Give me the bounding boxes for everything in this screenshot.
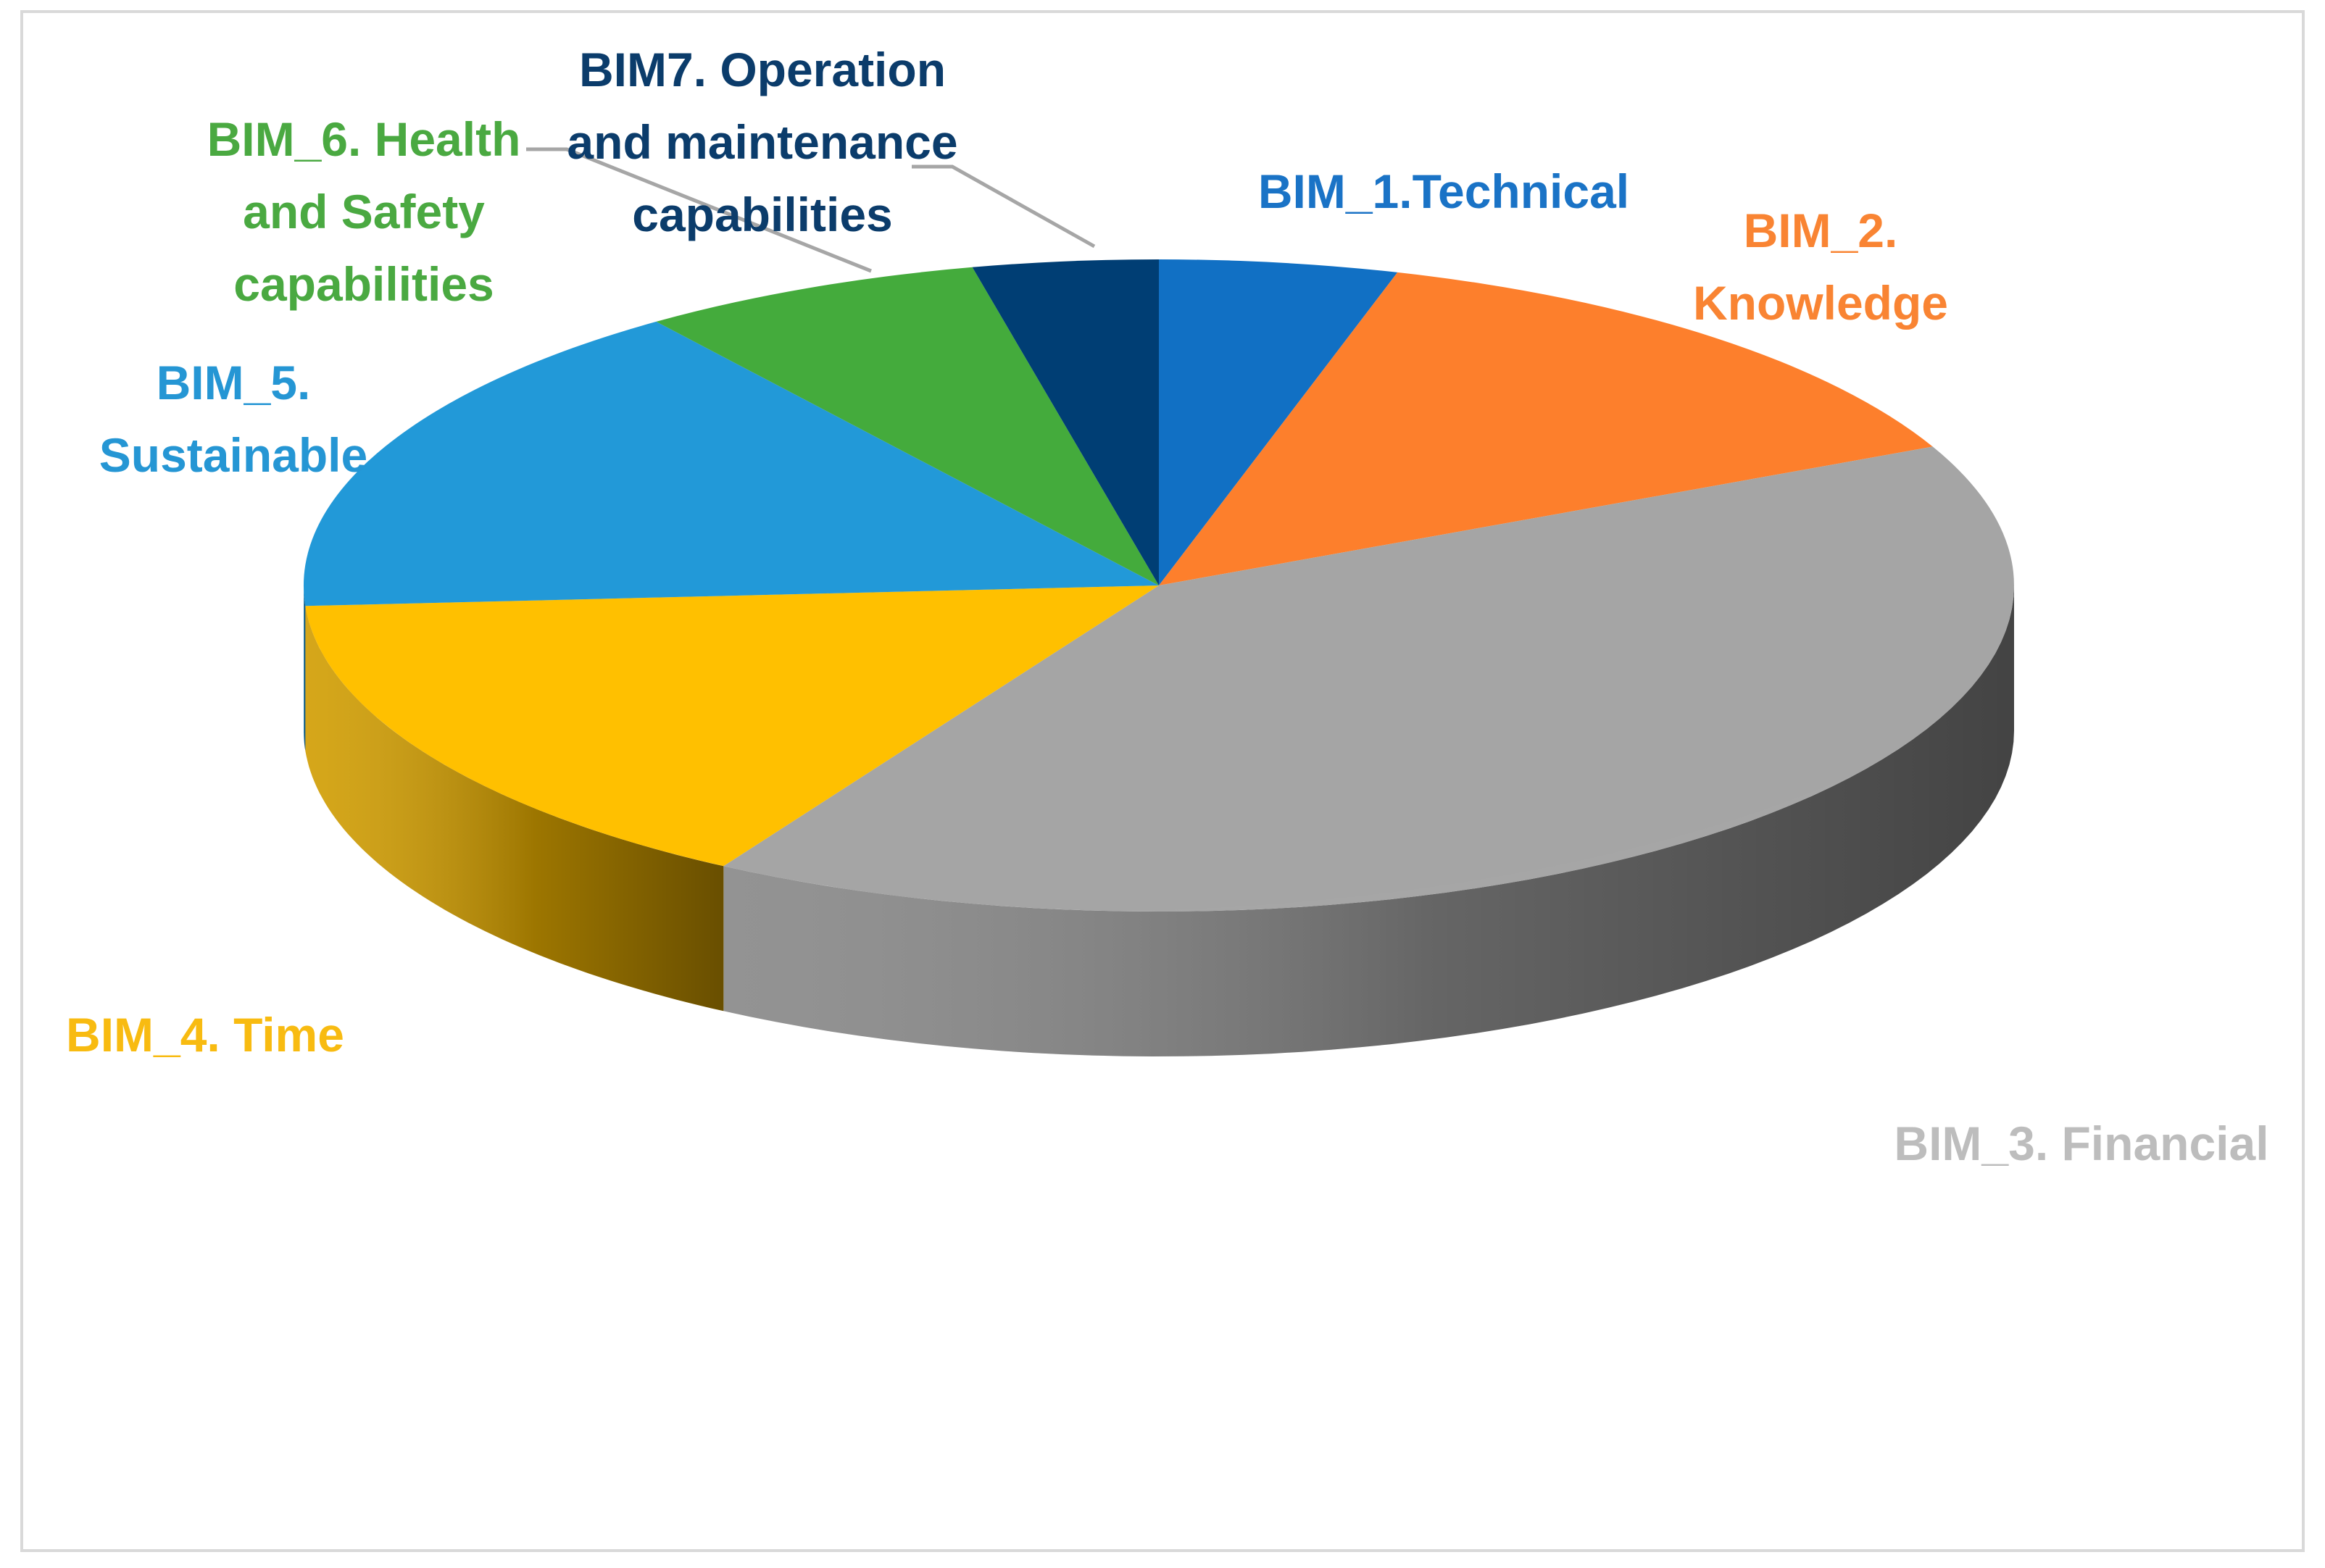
chart-frame: BIM_1.Technical BIM_2. Knowledge BIM_3. … <box>20 10 2305 1552</box>
pie-side-shade-5 <box>304 585 306 751</box>
slice-label-health-safety: BIM_6. Health and Safety capabilities <box>207 112 521 311</box>
leader-line-health-safety <box>526 147 872 273</box>
slice-label-sustainable: BIM_5. Sustainable <box>99 356 368 482</box>
leader-line-operation <box>912 164 1096 249</box>
pie-side-shade-3 <box>723 585 2014 1056</box>
slice-label-financial: BIM_3. Financial <box>1894 1117 2269 1170</box>
slice-label-operation: BIM7. Operation and maintenance capabili… <box>567 43 958 241</box>
pie-top-shading <box>304 259 2014 912</box>
slice-label-technical: BIM_1.Technical <box>1257 164 1630 218</box>
pie-chart <box>303 147 2014 1056</box>
slice-label-time: BIM_4. Time <box>66 1008 344 1062</box>
slice-label-knowledge: BIM_2. Knowledge <box>1692 204 1948 330</box>
pie-side-shade-4 <box>305 606 724 1012</box>
